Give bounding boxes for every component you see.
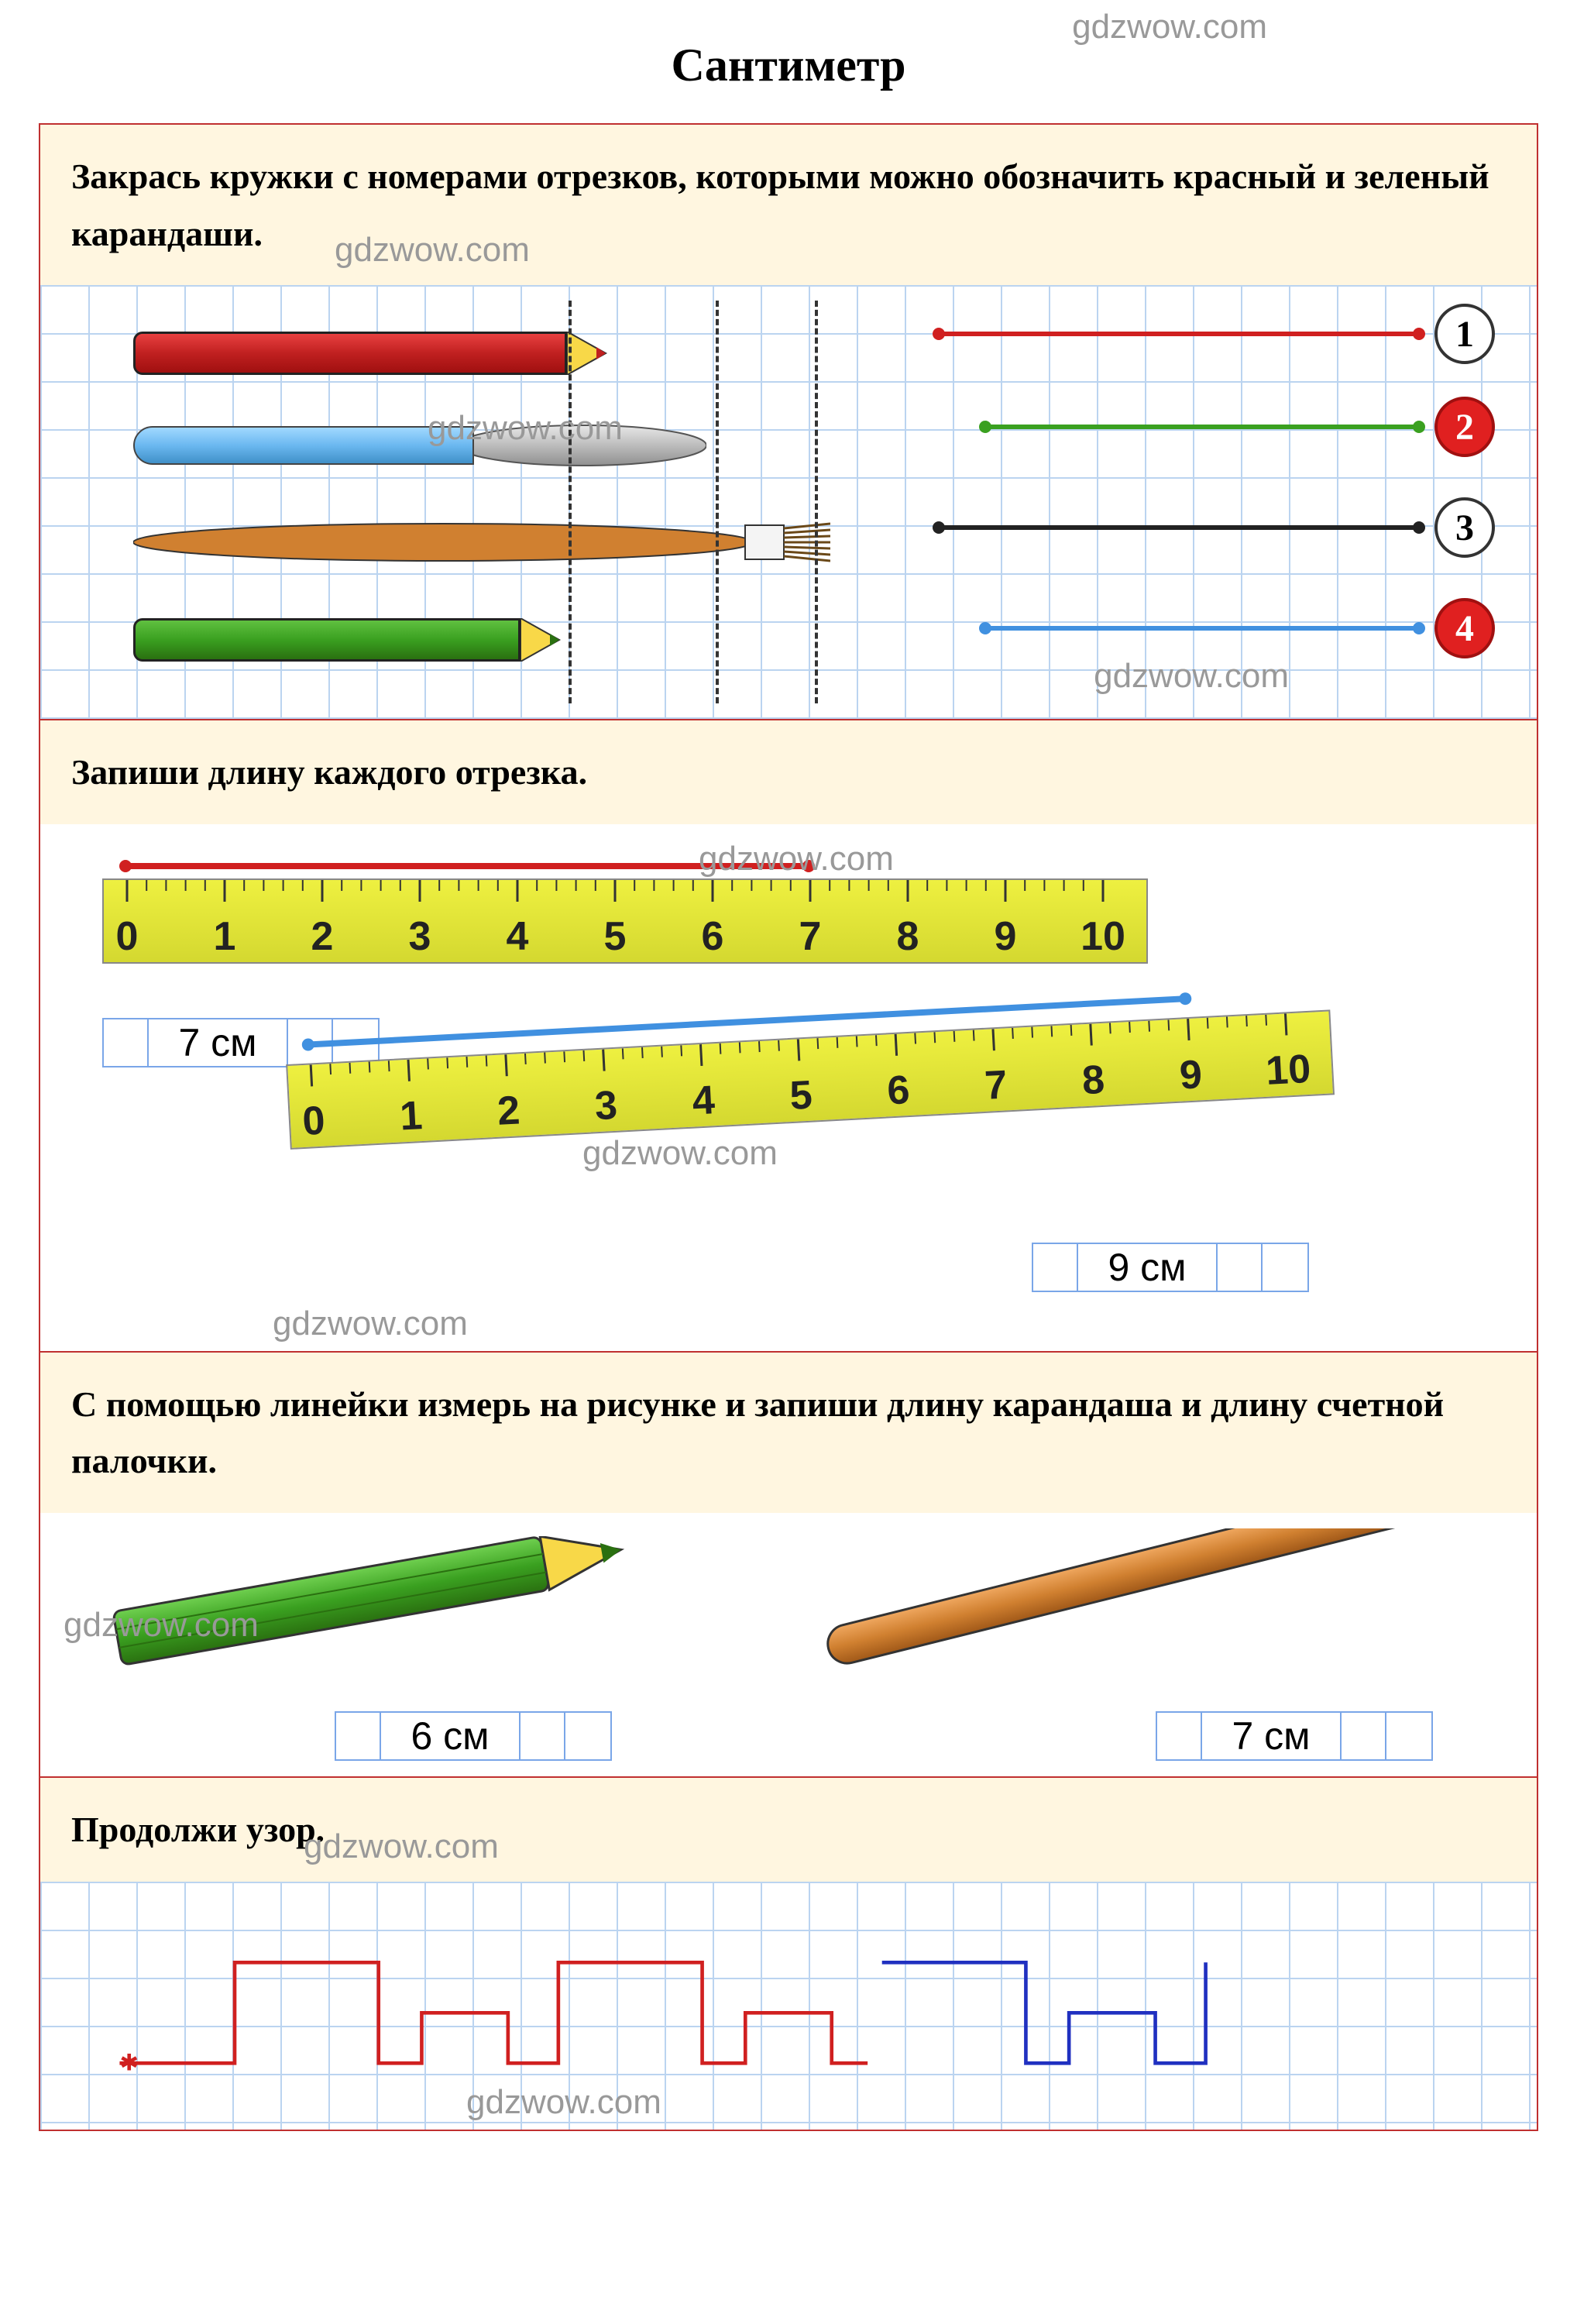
page-title: Сантиметр [39,39,1538,92]
svg-text:6: 6 [702,914,724,959]
svg-text:0: 0 [301,1098,326,1143]
circle-3[interactable]: 3 [1434,497,1495,558]
exercise-1: Закрась кружки с номерами отрезков, кото… [39,123,1538,720]
watermark: gdzwow.com [1094,657,1289,696]
svg-text:6: 6 [886,1067,911,1113]
green-pencil [133,618,567,665]
svg-text:1: 1 [214,914,236,959]
svg-text:9: 9 [995,914,1017,959]
exercise-2: Запиши длину каждого отрезка. gdzwow.com… [39,719,1538,1353]
segment-3: 3 [939,525,1419,530]
green-pencil-drawing [102,1536,660,1676]
brush-pen [133,425,706,471]
measure-line-1 [125,863,809,869]
watermark: gdzwow.com [699,840,894,878]
exercise-3: С помощью линейки измерь на рисунке и за… [39,1351,1538,1778]
segment-4: 4 [985,626,1419,631]
paintbrush [133,517,830,564]
exercise-3-area: gdzwow.com 6 см [40,1513,1537,1776]
exercise-1-instruction: Закрась кружки с номерами отрезков, кото… [39,123,1538,287]
worksheet-page: gdzwow.com Сантиметр Закрась кружки с но… [0,0,1577,2178]
svg-text:2: 2 [496,1088,521,1133]
circle-1[interactable]: 1 [1434,304,1495,364]
ruler-1: 0 1 2 3 4 5 6 7 8 9 10 [102,878,1148,964]
svg-text:8: 8 [1081,1057,1106,1103]
svg-text:10: 10 [1265,1047,1312,1094]
svg-text:8: 8 [897,914,919,959]
svg-text:7: 7 [984,1062,1008,1108]
segment-1: 1 [939,332,1419,336]
svg-text:4: 4 [691,1078,716,1123]
answer-box-2[interactable]: 9 см [1032,1243,1309,1292]
exercise-4: Продолжи узор. gdzwow.com gdzwow.com ✱ [39,1776,1538,2131]
segment-2: 2 [985,425,1419,429]
exercise-4-area: gdzwow.com gdzwow.com ✱ [40,1882,1537,2130]
answer-box-3[interactable]: 6 см [335,1711,612,1761]
svg-text:3: 3 [594,1083,619,1129]
svg-text:9: 9 [1178,1052,1203,1098]
svg-text:1: 1 [399,1093,424,1139]
answer-box-4[interactable]: 7 см [1156,1711,1433,1761]
pattern-drawing: ✱ [56,1905,1521,2106]
dash-line [569,301,572,703]
exercise-3-instruction: С помощью линейки измерь на рисунке и за… [39,1351,1538,1514]
svg-text:5: 5 [604,914,627,959]
circle-4[interactable]: 4 [1434,598,1495,658]
svg-text:0: 0 [116,914,139,959]
counting-stick [815,1528,1450,1683]
svg-text:4: 4 [507,914,529,959]
exercise-1-area: gdzwow.com gdzwow.com gdzwow.com [40,285,1537,719]
watermark: gdzwow.com [273,1305,468,1343]
svg-text:2: 2 [311,914,334,959]
exercise-2-instruction: Запиши длину каждого отрезка. [39,719,1538,826]
ruler-2-group: 0 1 2 3 4 5 6 7 8 9 10 [286,1009,1335,1150]
watermark: gdzwow.com [582,1134,778,1173]
dash-line [716,301,719,703]
dash-line [815,301,818,703]
exercise-4-instruction: Продолжи узор. [39,1776,1538,1883]
svg-text:10: 10 [1081,914,1125,959]
circle-2[interactable]: 2 [1434,397,1495,457]
exercise-2-area: gdzwow.com gdzwow.com gdzwow.com 0 1 2 3 4 5 6… [40,824,1537,1351]
svg-text:3: 3 [409,914,431,959]
red-pencil [133,332,613,378]
svg-text:7: 7 [799,914,822,959]
svg-text:5: 5 [788,1072,813,1118]
